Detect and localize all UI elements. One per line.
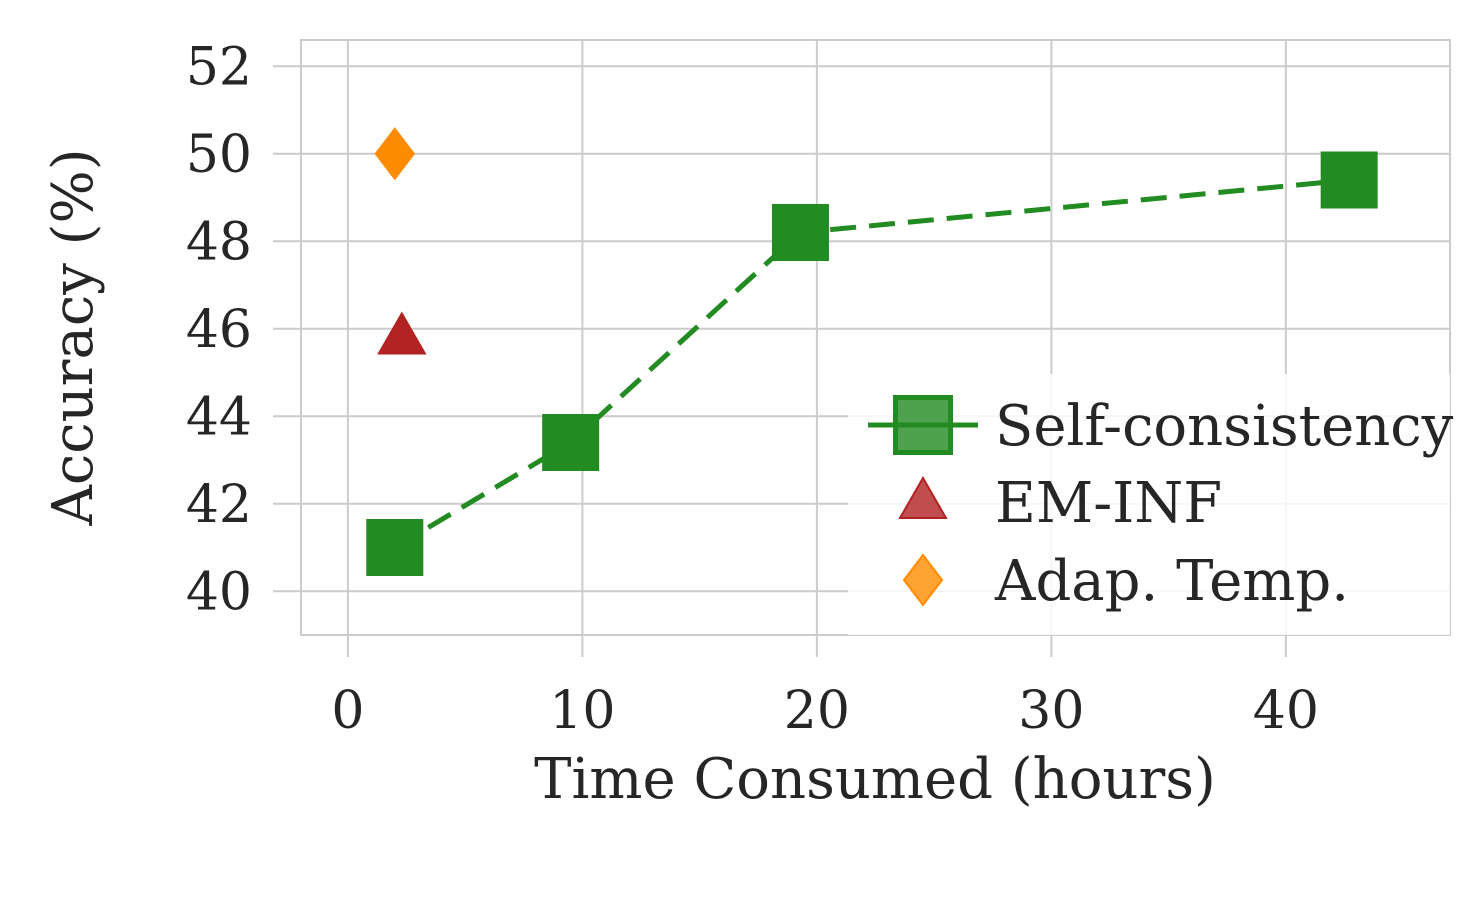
x-tick-label: 40: [1253, 681, 1319, 741]
x-tick-label: 10: [549, 681, 615, 741]
self-consistency-point: [1320, 151, 1378, 209]
y-tick-label: 48: [186, 212, 252, 272]
x-axis-label: Time Consumed (hours): [534, 747, 1216, 812]
y-tick-label: 42: [186, 475, 252, 535]
self-consistency-series-line: [393, 177, 1350, 550]
legend-marker-em-inf: [898, 475, 948, 519]
legend-marker-self-consistency: [893, 395, 953, 455]
y-tick-label: 40: [186, 562, 252, 622]
legend: Self-consistency EM-INF Adap. Temp.: [848, 374, 1454, 635]
legend-label-self-consistency: Self-consistency: [995, 394, 1454, 459]
y-axis-label: Accuracy (%): [41, 148, 106, 526]
x-tick-label: 30: [1018, 681, 1084, 741]
y-tick-label: 50: [186, 125, 252, 185]
y-tick-label: 46: [186, 300, 252, 360]
em-inf-point: [377, 311, 427, 355]
self-consistency-point: [771, 204, 829, 261]
y-tick-label: 44: [186, 387, 252, 447]
legend-label-adap-temp: Adap. Temp.: [994, 549, 1349, 614]
ticks: 0 10 20 30 40 40 42 44 46 48 50 52: [186, 37, 1319, 741]
self-consistency-point: [366, 519, 424, 576]
legend-marker-adap-temp: [902, 553, 944, 607]
x-tick-label: 0: [331, 681, 364, 741]
adap-temp-point: [374, 127, 416, 181]
legend-label-em-inf: EM-INF: [995, 471, 1222, 536]
y-tick-label: 52: [186, 37, 252, 97]
series-layer: [366, 127, 1378, 576]
self-consistency-point: [542, 414, 600, 471]
x-tick-label: 20: [784, 681, 850, 741]
